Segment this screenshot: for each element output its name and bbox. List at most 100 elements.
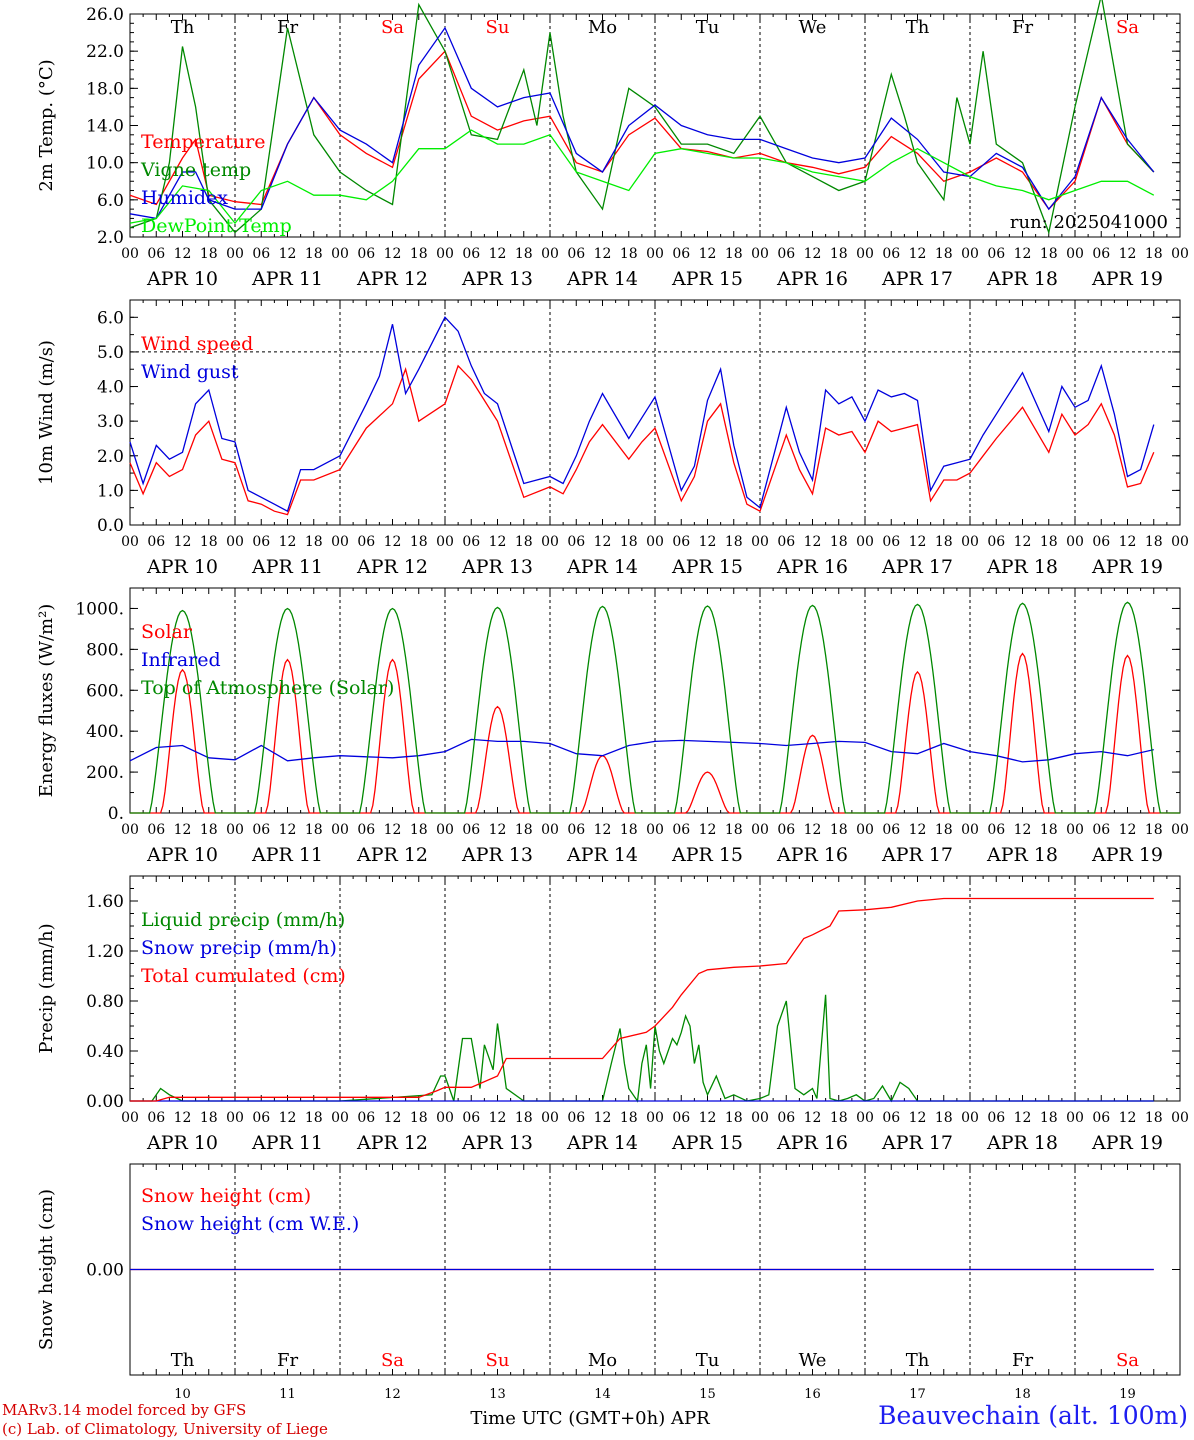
temp-hour-label: 12: [1119, 246, 1137, 262]
temp-date-label: APR 11: [251, 268, 323, 290]
credit-line-2: (c) Lab. of Climatology, University of L…: [2, 1420, 328, 1438]
precip-hour-label: 18: [935, 1110, 953, 1126]
weekday-label: Sa: [1116, 17, 1139, 38]
energy-date-label: APR 18: [986, 844, 1058, 866]
wind-hour-label: 06: [147, 534, 165, 550]
precip-y-tick-label: 0.00: [86, 1092, 124, 1112]
temp-series-line: [129, 129, 1155, 225]
temp-frame: [129, 13, 1181, 238]
temp-hour-label: 18: [620, 246, 638, 262]
wind-hour-label: 18: [1040, 534, 1058, 550]
energy-hour-label: 12: [1119, 822, 1137, 838]
wind-hour-label: 12: [174, 534, 192, 550]
precip-hour-label: 18: [200, 1110, 218, 1126]
energy-y-tick-label: 200.: [86, 763, 124, 783]
precip-hour-label: 00: [226, 1110, 244, 1126]
wind-hour-label: 00: [541, 534, 559, 550]
temp-hour-label: 00: [226, 246, 244, 262]
wind-hour-label: 06: [987, 534, 1005, 550]
precip-hour-label: 00: [961, 1110, 979, 1126]
day-number-label: 10: [174, 1387, 191, 1402]
wind-legend-entry: Wind gust: [141, 361, 239, 383]
energy-hour-label: 12: [909, 822, 927, 838]
wind-y-tick-label: 3.0: [97, 412, 124, 432]
energy-series-line: [130, 601, 1181, 814]
wind-date-label: APR 19: [1091, 556, 1163, 578]
energy-hour-label: 00: [1066, 822, 1084, 838]
wind-date-label: APR 18: [986, 556, 1058, 578]
energy-legend-entry: Top of Atmosphere (Solar): [141, 677, 394, 699]
weekday-label: Sa: [381, 17, 404, 38]
precip-date-label: APR 10: [146, 1132, 218, 1154]
precip-hour-label: 18: [830, 1110, 848, 1126]
temp-series-line: [129, 50, 1155, 211]
precip-hour-label: 00: [751, 1110, 769, 1126]
precip-hour-label: 00: [121, 1110, 139, 1126]
energy-hour-label: 18: [620, 822, 638, 838]
precip-hour-label: 12: [489, 1110, 507, 1126]
temp-hour-label: 18: [725, 246, 743, 262]
temp-hour-label: 12: [489, 246, 507, 262]
temp-date-label: APR 14: [566, 268, 638, 290]
energy-hour-label: 00: [331, 822, 349, 838]
energy-hour-label: 18: [305, 822, 323, 838]
precip-hour-label: 12: [384, 1110, 402, 1126]
precip-y-tick-label: 0.80: [86, 992, 124, 1012]
temp-date-label: APR 18: [986, 268, 1058, 290]
temp-y-tick-label: 2.0: [97, 228, 124, 248]
day-number-label: 14: [594, 1387, 611, 1402]
energy-hour-label: 06: [147, 822, 165, 838]
day-number-label: 11: [279, 1387, 296, 1402]
energy-hour-label: 06: [777, 822, 795, 838]
wind-hour-label: 06: [1092, 534, 1110, 550]
energy-date-label: APR 14: [566, 844, 638, 866]
energy-hour-label: 18: [830, 822, 848, 838]
energy-hour-label: 06: [567, 822, 585, 838]
temp-hour-label: 06: [672, 246, 690, 262]
temp-hour-label: 06: [147, 246, 165, 262]
temp-legend-entry: Temperature: [141, 131, 265, 153]
bottom-weekday-label: We: [799, 1350, 827, 1371]
temp-y-tick-label: 18.0: [86, 79, 124, 99]
energy-date-label: APR 11: [251, 844, 323, 866]
temp-y-tick-label: 6.0: [97, 191, 124, 211]
energy-hour-label: 18: [200, 822, 218, 838]
weekday-label: Su: [486, 17, 510, 38]
precip-y-tick-label: 0.40: [86, 1042, 124, 1062]
energy-hour-label: 12: [279, 822, 297, 838]
temp-hour-label: 18: [1040, 246, 1058, 262]
temp-series-line: [129, 26, 1155, 220]
day-number-label: 19: [1119, 1387, 1136, 1402]
bottom-weekday-label: Sa: [1116, 1350, 1139, 1371]
temp-hour-label: 00: [646, 246, 664, 262]
wind-hour-label: 12: [1014, 534, 1032, 550]
energy-hour-label: 06: [1092, 822, 1110, 838]
energy-hour-label: 12: [594, 822, 612, 838]
precip-hour-label: 00: [646, 1110, 664, 1126]
bottom-weekday-label: Tu: [696, 1350, 720, 1371]
wind-hour-label: 06: [777, 534, 795, 550]
precip-series-line: [130, 994, 1154, 1103]
temp-hour-label: 00: [1066, 246, 1084, 262]
precip-hour-label: 06: [987, 1110, 1005, 1126]
temp-hour-label: 12: [909, 246, 927, 262]
energy-hour-label: 00: [541, 822, 559, 838]
temp-legend-entry: Vigne temp: [140, 159, 251, 181]
energy-hour-label: 00: [856, 822, 874, 838]
wind-date-label: APR 11: [251, 556, 323, 578]
precip-hour-label: 00: [1066, 1110, 1084, 1126]
wind-hour-label: 00: [646, 534, 664, 550]
wind-hour-label: 00: [751, 534, 769, 550]
wind-y-tick-label: 6.0: [97, 308, 124, 328]
precip-date-label: APR 14: [566, 1132, 638, 1154]
energy-date-label: APR 19: [1091, 844, 1163, 866]
energy-y-tick-label: 0.: [108, 804, 124, 824]
temp-hour-label: 12: [1014, 246, 1032, 262]
temp-hour-label: 18: [200, 246, 218, 262]
temp-hour-label: 12: [279, 246, 297, 262]
energy-hour-label: 00: [961, 822, 979, 838]
energy-y-tick-label: 400.: [86, 722, 124, 742]
energy-hour-label: 00: [226, 822, 244, 838]
temp-hour-label: 00: [331, 246, 349, 262]
wind-y-tick-label: 0.0: [97, 516, 124, 536]
